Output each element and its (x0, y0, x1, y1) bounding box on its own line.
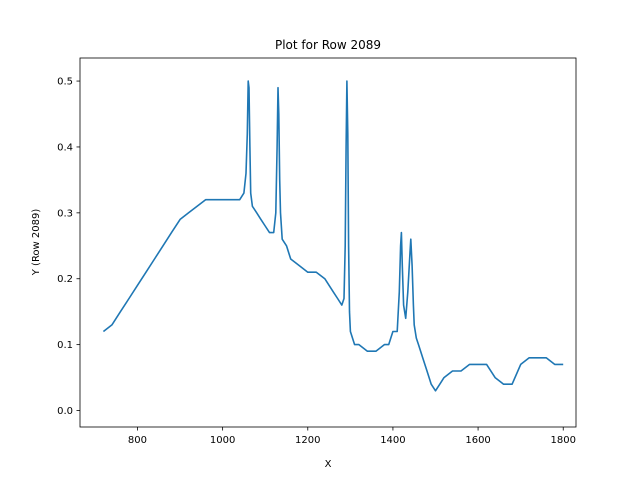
x-tick-label: 1400 (380, 435, 405, 446)
axes-frame (79, 57, 577, 428)
x-tick-label: 1000 (210, 435, 235, 446)
series-line-0 (102, 80, 564, 392)
y-axis: 0.0 0.1 0.2 0.3 0.4 0.5 (57, 77, 80, 417)
y-tick-label: 0.0 (57, 406, 73, 417)
y-tick-label: 0.2 (57, 274, 73, 285)
y-tick-label: 0.4 (57, 142, 73, 153)
chart-title: Plot for Row 2089 (275, 38, 381, 52)
y-tick-label: 0.1 (57, 340, 73, 351)
x-axis: 800 1000 1200 1400 1600 1800 (128, 427, 576, 446)
x-tick-label: 1800 (551, 435, 576, 446)
x-tick-label: 1200 (295, 435, 320, 446)
y-axis-label: Y (Row 2089) (31, 209, 42, 277)
x-tick-label: 800 (128, 435, 147, 446)
plot-area (102, 80, 564, 392)
x-axis-label: X (325, 459, 332, 470)
y-tick-label: 0.3 (57, 208, 73, 219)
y-tick-label: 0.5 (57, 77, 73, 88)
x-tick-label: 1600 (465, 435, 490, 446)
